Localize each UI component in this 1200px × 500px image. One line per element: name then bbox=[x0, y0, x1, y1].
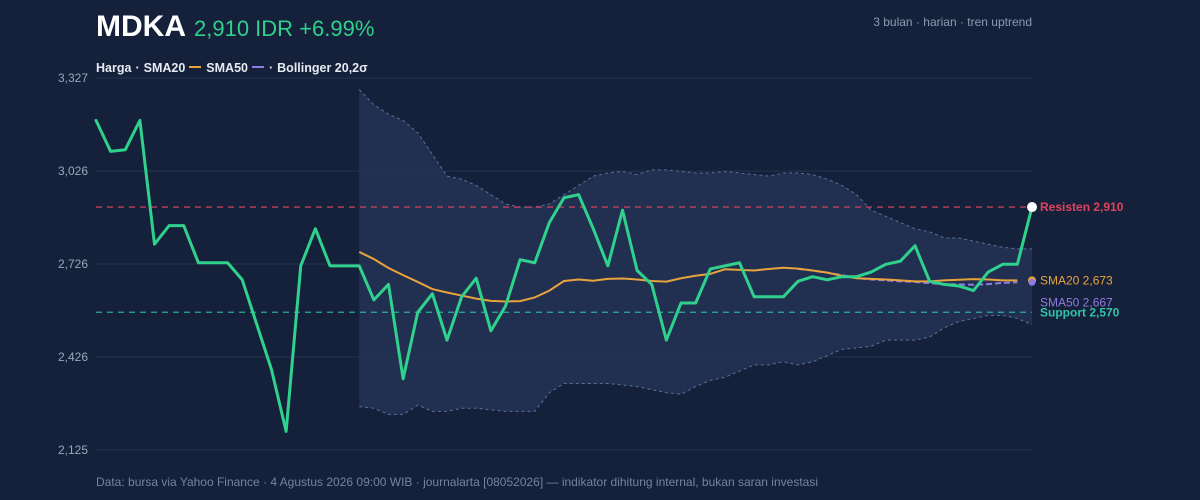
legend-separator: · bbox=[268, 61, 274, 75]
sma50-end-marker bbox=[1028, 278, 1036, 286]
legend-sma50: SMA50 bbox=[206, 61, 248, 75]
y-tick-label: 2,726 bbox=[58, 257, 88, 271]
legend-sma20-swatch bbox=[189, 66, 202, 68]
resistance-label: Resisten 2,910 bbox=[1040, 200, 1124, 214]
y-tick-label: 3,026 bbox=[58, 164, 88, 178]
bollinger-lower-line bbox=[359, 314, 1033, 415]
price-change: 2,910 IDR +6.99% bbox=[194, 16, 375, 41]
legend-bollinger: Bollinger 20,2σ bbox=[277, 61, 368, 75]
chart-header: MDKA 2,910 IDR +6.99% bbox=[96, 10, 374, 44]
price-end-marker bbox=[1027, 202, 1037, 213]
legend-separator: · bbox=[135, 61, 140, 75]
y-tick-label: 3,327 bbox=[58, 71, 88, 85]
chart-meta: 3 bulan · harian · tren uptrend bbox=[873, 15, 1032, 29]
price-line bbox=[94, 118, 1034, 433]
y-tick-label: 2,125 bbox=[58, 443, 88, 457]
chart-footer: Data: bursa via Yahoo Finance · 4 Agustu… bbox=[96, 475, 818, 489]
sma50-end-label: SMA50 2,667 bbox=[1040, 295, 1113, 309]
chart-legend: Harga · SMA20 SMA50 · Bollinger 20,2σ bbox=[96, 61, 368, 75]
legend-sma20: SMA20 bbox=[143, 61, 186, 75]
legend-sma50-swatch bbox=[251, 66, 264, 68]
support-label: Support 2,570 bbox=[1040, 305, 1120, 319]
y-tick-label: 2,426 bbox=[58, 350, 88, 364]
bollinger-band-area bbox=[359, 89, 1032, 415]
legend-price: Harga bbox=[96, 61, 132, 75]
sma20-end-label: SMA20 2,673 bbox=[1040, 273, 1113, 287]
ticker-symbol: MDKA bbox=[96, 10, 186, 43]
sma20-line bbox=[358, 251, 1018, 303]
bollinger-upper-line bbox=[358, 89, 1032, 250]
